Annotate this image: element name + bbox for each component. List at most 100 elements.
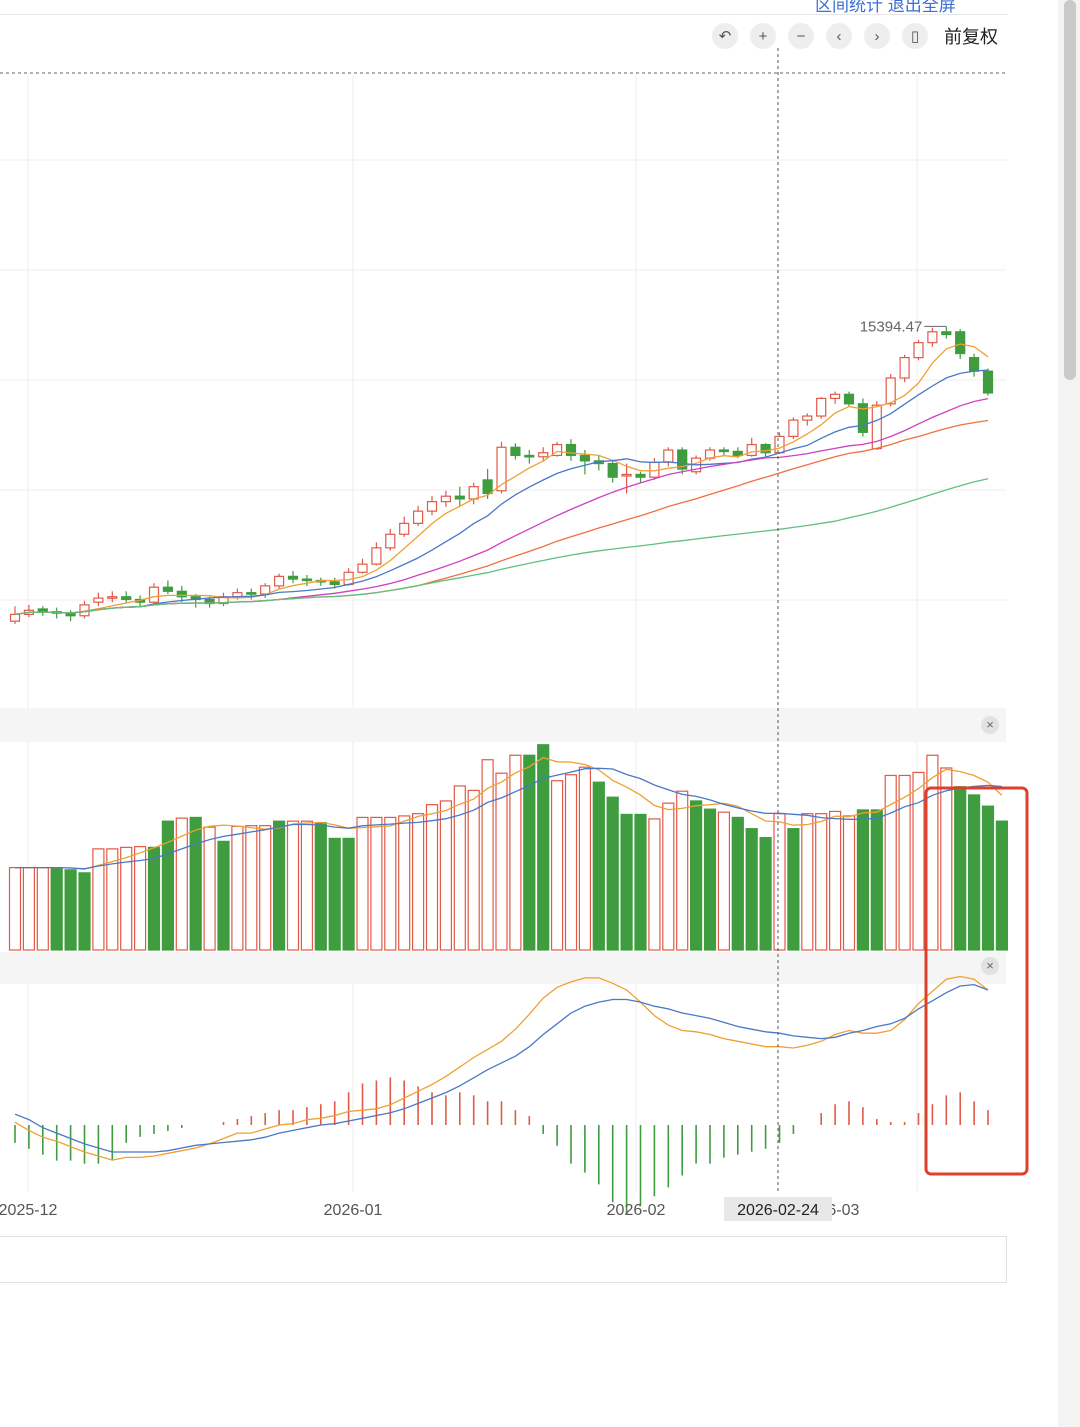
volume-bar [689, 800, 703, 951]
ma20-line [14, 397, 989, 616]
range-slider[interactable] [0, 1236, 1007, 1283]
zoom-out-icon[interactable]: − [788, 23, 814, 49]
candle-type-icon[interactable]: ▯ [902, 23, 928, 49]
ma60-line [14, 478, 989, 616]
volume-bar [870, 809, 883, 951]
candle-body [176, 590, 187, 598]
pan-left-icon[interactable]: ‹ [826, 23, 852, 49]
candle-body [788, 419, 799, 438]
volume-bar [676, 790, 689, 951]
ma5-line [14, 343, 989, 616]
macd-panel-header [0, 952, 1006, 984]
volume-bar [884, 774, 897, 951]
volume-bar [398, 815, 411, 951]
candle-body [968, 357, 980, 372]
volume-bar [537, 744, 550, 951]
volume-bar [384, 816, 397, 951]
volume-bar [245, 825, 258, 951]
candle-body [732, 450, 743, 457]
candle-body [843, 393, 855, 405]
x-tick-label: 2026-01 [324, 1202, 383, 1219]
volume-panel-close-icon[interactable]: × [981, 716, 999, 734]
volume-bar [8, 866, 22, 951]
volume-bar [356, 816, 369, 951]
candle-body [413, 510, 424, 524]
pan-right-icon[interactable]: › [864, 23, 890, 49]
candle-body [385, 533, 396, 549]
candle-body [482, 479, 493, 495]
volume-bar [147, 846, 161, 951]
volume-bar [439, 800, 452, 951]
candle-body [371, 547, 382, 565]
macd-panel-close-icon[interactable]: × [981, 957, 999, 975]
volume-bar [967, 794, 981, 951]
volume-bar [453, 785, 466, 951]
volume-bar [550, 780, 564, 951]
volume-bar [50, 866, 63, 951]
volume-bar [592, 781, 605, 951]
volume-bar [801, 813, 814, 951]
candle-body [677, 449, 688, 470]
ma-lines-layer [14, 343, 989, 616]
candle-body [955, 331, 966, 355]
kline-chart[interactable]: 15394.472025-122026-012026-022026-032026… [0, 0, 1058, 1300]
candle-body [246, 592, 257, 595]
scrollbar-thumb[interactable] [1064, 0, 1076, 380]
volume-bar [954, 786, 967, 951]
volume-bar [314, 822, 327, 951]
volume-bar [370, 816, 383, 951]
volume-bar [606, 796, 619, 951]
volume-bar [509, 754, 522, 951]
candle-body [524, 454, 535, 458]
candle-body [274, 575, 285, 587]
fuquan-label[interactable]: 前复权 [944, 27, 998, 47]
volume-ma10-line [15, 767, 1002, 870]
volume-bar [634, 813, 647, 951]
crosshair-date-label: 2026-02-24 [737, 1202, 819, 1219]
candle-body [982, 370, 994, 394]
candle-body [829, 393, 841, 399]
candle-body [816, 397, 827, 417]
candle-body [885, 377, 896, 405]
volume-bar [703, 808, 717, 951]
volume-bar [64, 869, 77, 951]
volume-bar [412, 813, 425, 951]
candle-body [621, 473, 632, 477]
top-bar: 区间统计 退出全屏 [0, 0, 1008, 15]
volume-bar [217, 840, 230, 951]
overlay-layer: 15394.472025-122026-012026-022026-032026… [0, 48, 1029, 1221]
volume-bar [467, 789, 480, 951]
zoom-in-icon[interactable]: + [750, 23, 776, 49]
volume-bar [787, 828, 800, 951]
candle-body [607, 462, 618, 478]
volume-bar [828, 810, 842, 951]
candle-body [857, 403, 869, 433]
candle-body [551, 443, 563, 457]
volume-bar [842, 815, 856, 951]
candle-body [148, 586, 160, 603]
max-value-label: 15394.47 [860, 318, 923, 335]
highlight-box [924, 786, 1029, 1176]
volume-bar [759, 837, 772, 951]
ma10-line [14, 369, 989, 616]
candle-body [162, 586, 173, 592]
volume-panel-header [0, 708, 1006, 742]
candle-body [579, 454, 591, 462]
candle-body [538, 452, 549, 458]
candle-body [510, 446, 521, 457]
volume-bar [995, 820, 1009, 951]
grid-lines [0, 72, 1006, 1192]
chart-toolbar: ↶ + − ‹ › ▯ 前复权 [712, 22, 998, 50]
volume-bar [259, 825, 272, 951]
volume-bar [425, 804, 439, 951]
candle-body [9, 613, 21, 622]
candle-body [746, 443, 757, 457]
candle-body [399, 522, 410, 535]
volume-bar [731, 816, 744, 951]
top-links[interactable]: 区间统计 退出全屏 [815, 0, 956, 15]
undo-icon[interactable]: ↶ [712, 23, 738, 49]
volume-bar [231, 825, 244, 951]
candle-body [107, 596, 118, 599]
volume-bar [745, 828, 758, 951]
volume-bar [22, 866, 35, 951]
